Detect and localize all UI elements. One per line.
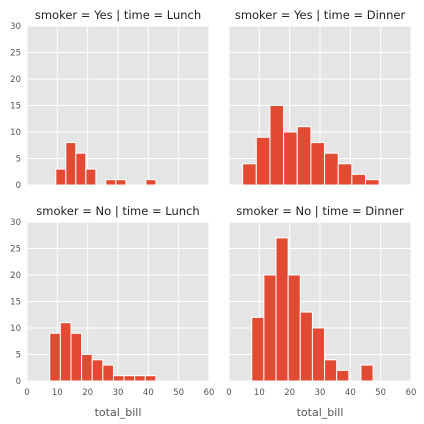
histogram-bar: [324, 359, 338, 382]
histogram-bar: [275, 237, 289, 382]
histogram-bar: [299, 311, 313, 382]
histogram-bar: [49, 332, 61, 382]
histogram-bar: [91, 359, 104, 382]
y-tick-label: 10: [10, 128, 21, 138]
histogram-bar: [115, 179, 127, 186]
histogram-bar: [255, 136, 271, 186]
histogram-bar: [360, 364, 374, 382]
y-tick-label: 25: [10, 245, 21, 255]
y-tick-label: 15: [10, 102, 21, 112]
histogram-bar: [287, 274, 301, 382]
panel-title: smoker = Yes | time = Lunch: [35, 8, 201, 22]
x-tick-label: 0: [24, 388, 29, 398]
histogram-bar: [145, 179, 157, 186]
histogram-bar: [105, 179, 117, 186]
histogram-bar: [263, 274, 277, 382]
x-tick-label: 10: [52, 388, 63, 398]
facet-panel: smoker = No | time = Dinner 0 10 20 30 40 50 60…: [226, 204, 416, 419]
histogram-bar: [324, 152, 339, 186]
x-axis-label: total_bill: [95, 406, 142, 419]
x-tick-label: 40: [143, 388, 154, 398]
y-tick-label: 5: [16, 351, 21, 361]
x-tick-label: 30: [113, 388, 124, 398]
y-tick-label: 25: [10, 49, 21, 59]
histogram-bar: [296, 126, 312, 186]
histogram-bar: [85, 168, 97, 186]
histogram-bar: [336, 369, 350, 382]
histogram-bar: [123, 375, 136, 382]
histogram-bar: [102, 364, 114, 382]
x-tick-label: 30: [315, 388, 326, 398]
y-tick-label: 30: [10, 22, 21, 32]
histogram-bar: [55, 168, 67, 186]
histogram-bar: [59, 322, 72, 382]
x-tick-label: 50: [375, 388, 386, 398]
histogram-bar: [251, 316, 265, 382]
histogram-bar: [310, 142, 326, 186]
x-axis-label: total_bill: [297, 406, 344, 419]
histogram-bar: [311, 327, 326, 382]
x-tick-label: 60: [406, 388, 417, 398]
histogram-bar: [112, 375, 125, 382]
histogram-bar: [75, 152, 87, 186]
x-tick-label: 0: [226, 388, 231, 398]
histogram-bar: [351, 173, 367, 186]
y-tick-label: 20: [10, 75, 21, 85]
histogram-bar: [81, 354, 93, 382]
x-tick-label: 20: [284, 388, 295, 398]
x-tick-label: 60: [204, 388, 215, 398]
histogram-bar: [134, 375, 146, 382]
x-tick-label: 50: [173, 388, 184, 398]
x-tick-label: 20: [82, 388, 93, 398]
y-tick-label: 5: [16, 155, 21, 165]
y-tick-label: 15: [10, 298, 21, 308]
histogram-bar: [269, 105, 285, 186]
y-tick-label: 20: [10, 271, 21, 281]
histogram-bar: [337, 163, 353, 186]
panel-title: smoker = No | time = Dinner: [236, 204, 404, 218]
histogram-bar: [365, 179, 380, 186]
y-tick-label: 0: [16, 181, 21, 191]
facet-panel: smoker = Yes | time = Lunch 0 5 10 15 20 25 30: [10, 8, 210, 191]
histogram-bar: [283, 131, 298, 186]
y-tick-label: 0: [16, 377, 21, 387]
histogram-bar: [65, 142, 77, 186]
y-tick-label: 10: [10, 324, 21, 334]
x-tick-label: 40: [345, 388, 356, 398]
facet-panel: smoker = Yes | time = Dinner: [228, 8, 412, 186]
histogram-bar: [70, 332, 83, 382]
panel-title: smoker = Yes | time = Dinner: [235, 8, 406, 22]
facet-panel: smoker = No | time = Lunch 0 5 10 15 20 25 30 0 1…: [10, 204, 214, 419]
y-tick-label: 30: [10, 218, 21, 228]
histogram-bar: [242, 163, 257, 186]
x-tick-label: 10: [254, 388, 265, 398]
panel-title: smoker = No | time = Lunch: [36, 204, 199, 218]
histogram-bar: [144, 375, 157, 382]
